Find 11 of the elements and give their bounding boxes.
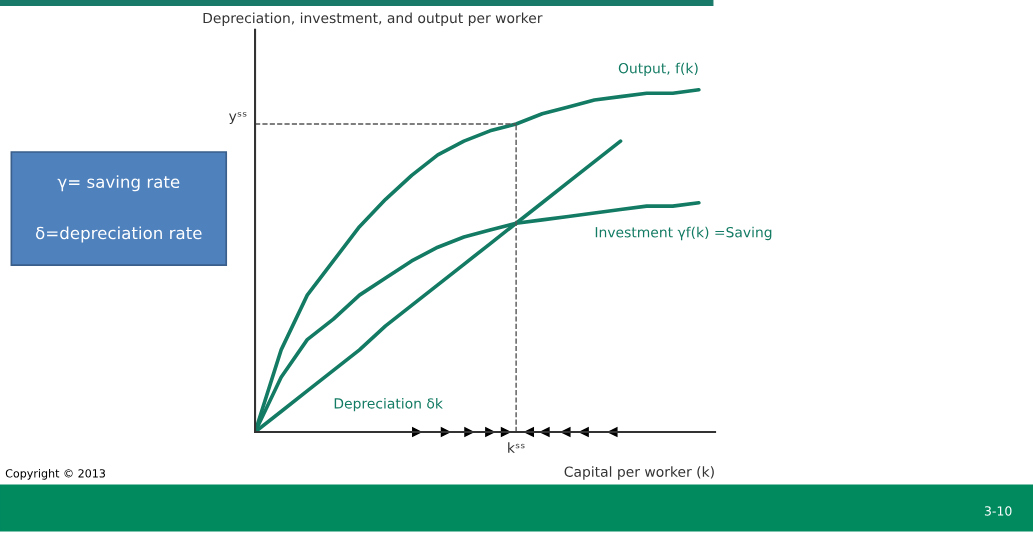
text: δ=depreciation rate [36, 226, 202, 243]
text: Copyright © 2013 [5, 468, 106, 480]
text: γ= saving rate [57, 175, 180, 192]
ref-line-label: yˢˢ [229, 112, 247, 125]
x-axis-title: Capital per worker (k) [564, 466, 714, 480]
series-label: Depreciation δk [334, 397, 443, 412]
text: 3-10 [984, 506, 1012, 516]
text: kˢˢ [508, 442, 525, 453]
y-axis-title: Depreciation, investment, and output per worker [203, 12, 543, 26]
series-label: Output, f(k) [618, 62, 698, 77]
series-label: Investment γf(k) =Saving [595, 226, 772, 241]
